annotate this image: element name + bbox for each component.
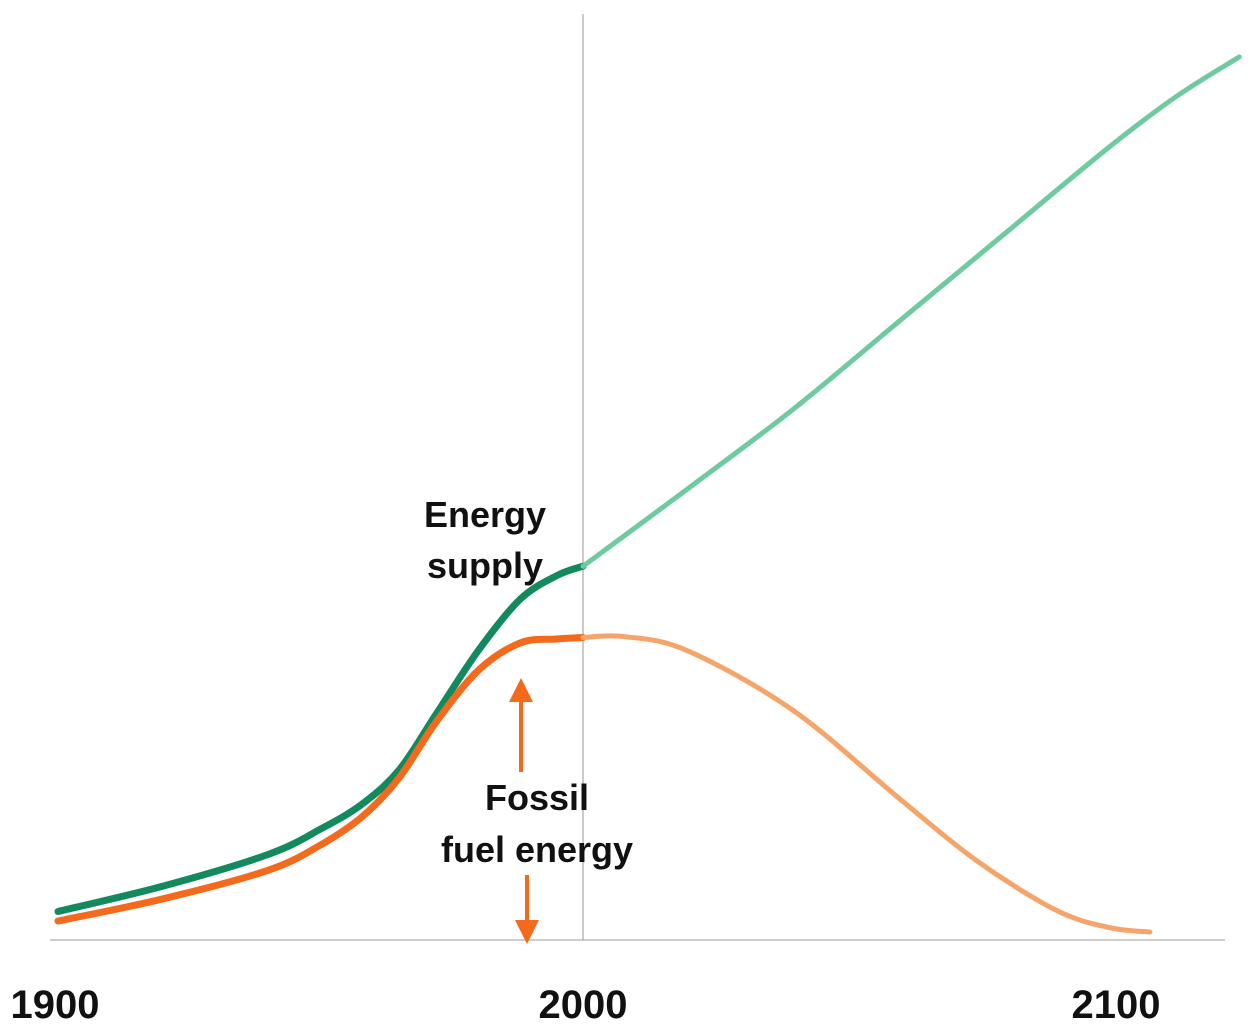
fossil-fuel-historical-line [54, 634, 587, 925]
energy-label-line-2: supply [427, 545, 543, 586]
fossil-fuel-projected-line [580, 633, 1153, 935]
fossil-label-line-1: Fossil [485, 777, 589, 818]
x-tick-label-2100: 2100 [1072, 983, 1161, 1026]
energy-supply-projected-line [580, 54, 1242, 569]
energy-label-line-1: Energy [424, 494, 546, 535]
energy-supply-historical-line [54, 562, 587, 915]
x-tick-label-2000: 2000 [539, 983, 628, 1026]
x-tick-label-1900: 1900 [11, 983, 100, 1026]
fossil-label-line-2: fuel energy [441, 829, 633, 870]
